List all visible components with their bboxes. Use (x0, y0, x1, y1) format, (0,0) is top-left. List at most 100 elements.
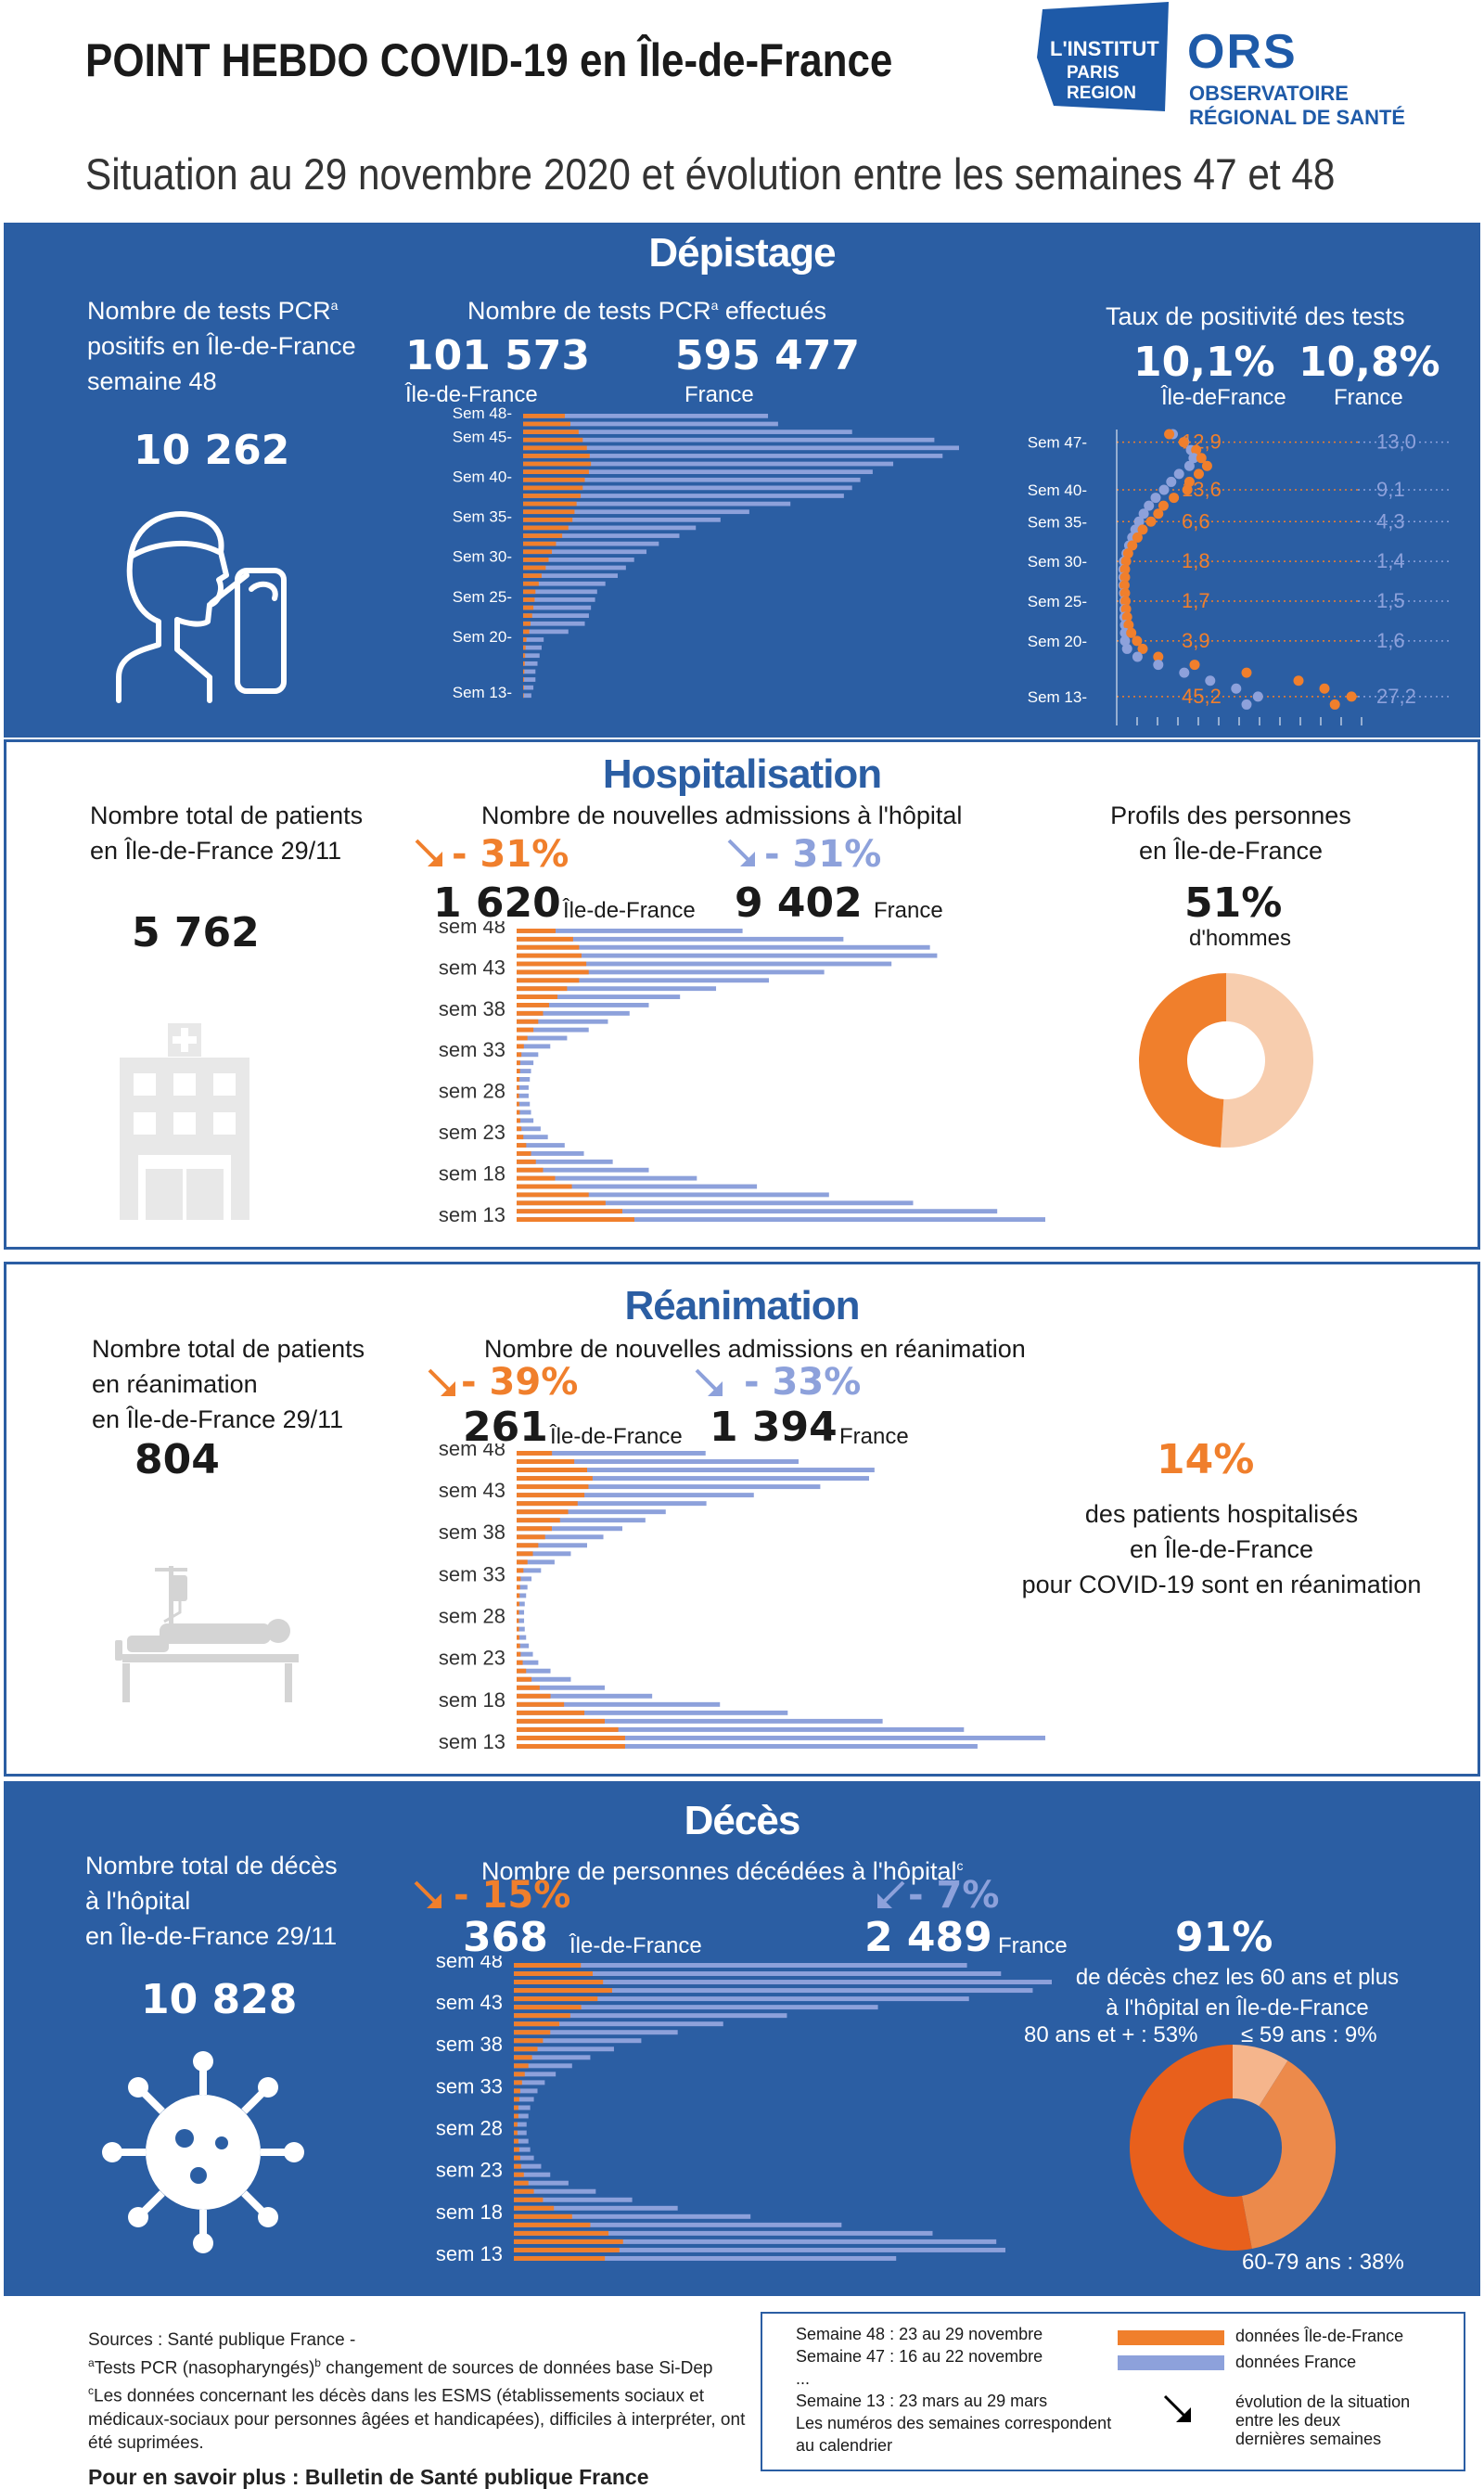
bar-france (517, 1610, 525, 1615)
bar-idf (514, 2063, 529, 2069)
point-idf (1158, 500, 1169, 511)
point-idf (1346, 691, 1357, 702)
point-france (1241, 699, 1252, 710)
logo-line-2: PARIS REGION (1067, 63, 1136, 103)
bar-idf (523, 573, 542, 578)
bar-france (517, 1468, 875, 1473)
tests-chart: Sem 48- Sem 45- Sem 40- Sem 35- Sem 30- Sem 2… (453, 406, 959, 701)
tick-label: Sem 40- (1028, 481, 1087, 499)
bar-france (517, 1493, 754, 1498)
bar-idf (517, 1543, 539, 1548)
point-france (1183, 460, 1195, 471)
rea-share-pct: 14% (1157, 1436, 1255, 1483)
bar-idf (523, 469, 589, 475)
tick-label: sem 38 (439, 997, 505, 1020)
point-idf (1241, 667, 1252, 678)
bar-france (517, 1543, 587, 1548)
hospitalisation-panel: Hospitalisation Nombre total de patients… (4, 739, 1480, 1250)
tick-label: Sem 13- (1028, 688, 1087, 706)
bed-icon (115, 1566, 299, 1702)
bar-idf (517, 1559, 528, 1565)
point-idf (1120, 556, 1132, 567)
idf-rate-label: 1,7 (1182, 589, 1210, 612)
bar-france (517, 929, 743, 933)
bar-idf (514, 2163, 521, 2169)
tick-label: sem 18 (436, 2200, 503, 2224)
fr-rate-label: 9,1 (1376, 478, 1405, 501)
bar-france (514, 2205, 678, 2211)
bar-idf (517, 1143, 527, 1148)
hosp-left-label: Nombre total de patients en Île-de-France… (90, 802, 364, 865)
bar-france (523, 661, 538, 666)
hospitalisation-title: Hospitalisation (602, 751, 882, 797)
point-idf (1122, 548, 1133, 559)
point-idf (1137, 524, 1148, 535)
bar-france (523, 445, 959, 451)
bar-idf (517, 1019, 539, 1024)
point-idf (1178, 437, 1189, 448)
point-idf (1189, 660, 1200, 671)
tick-label: sem 33 (439, 1562, 505, 1585)
bar-france (514, 2122, 527, 2127)
fr-rate-label: 1,4 (1376, 549, 1405, 572)
tick-label: Sem 20- (1028, 633, 1087, 650)
bar-idf (514, 2122, 518, 2127)
bar-idf (517, 1476, 593, 1482)
legend-fr-swatch (1118, 2355, 1224, 2370)
bar-idf (517, 1493, 585, 1498)
tick-label: sem 33 (439, 1038, 505, 1061)
bar-idf (517, 1718, 605, 1724)
rea-share-label: des patients hospitalisés en Île-de-Franc… (1021, 1500, 1422, 1598)
bar-france (523, 581, 606, 586)
hosp-chart-title: Nombre de nouvelles admissions à l'hôpit… (481, 802, 963, 829)
bar-idf (523, 454, 590, 458)
bar-france (514, 2046, 614, 2052)
bar-france (514, 1963, 967, 1968)
bar-idf (517, 1069, 520, 1073)
depistage-left-label: Nombre de tests PCRa positifs en Île-de-… (87, 297, 356, 395)
point-idf (1120, 604, 1132, 615)
bar-idf (523, 565, 546, 571)
bar-idf (517, 1459, 575, 1464)
bar-idf (523, 517, 573, 522)
rea-idf-value: 261 (463, 1404, 548, 1451)
bar-france (517, 1077, 531, 1082)
bar-france (523, 501, 791, 507)
bar-france (517, 1593, 527, 1598)
age-donut (1130, 2045, 1336, 2251)
bar-france (523, 430, 852, 434)
bar-idf (523, 661, 525, 666)
bar-idf (517, 1726, 619, 1732)
bar-france (514, 2255, 897, 2261)
rea-left-label: Nombre total de patients en réanimation en… (92, 1335, 365, 1433)
bar-france (514, 2172, 551, 2177)
point-france (1130, 524, 1141, 535)
bar-france (517, 1060, 534, 1066)
bar-idf (517, 1044, 524, 1049)
bar-france (517, 1584, 528, 1590)
bar-idf (523, 693, 524, 699)
bar-france (514, 2055, 591, 2060)
rea-total-value: 804 (134, 1436, 220, 1483)
hosp-fr-label: France (874, 898, 943, 923)
point-france (1179, 667, 1190, 678)
deces-panel: Décès Nombre total de décès à l'hôpital en… (4, 1781, 1480, 2296)
bar-idf (514, 2030, 551, 2035)
point-france (1231, 683, 1242, 694)
point-france (1153, 660, 1164, 671)
hosp-idf-label: Île-de-France (563, 898, 696, 923)
bar-france (523, 605, 592, 610)
point-france (1158, 484, 1170, 495)
rea-idf-arrow-icon (428, 1368, 455, 1396)
tick-label: sem 33 (436, 2074, 503, 2098)
bar-france (514, 2197, 633, 2202)
bar-france (517, 1159, 613, 1164)
deces-title: Décès (684, 1798, 801, 1843)
bar-france (514, 2105, 531, 2111)
donut-slice (1139, 973, 1228, 1148)
point-idf (1191, 444, 1202, 455)
bar-idf (523, 485, 583, 491)
legend-arrow-label: évolution de la situation entre les deux d… (1235, 2393, 1411, 2448)
bar-france (517, 953, 938, 958)
